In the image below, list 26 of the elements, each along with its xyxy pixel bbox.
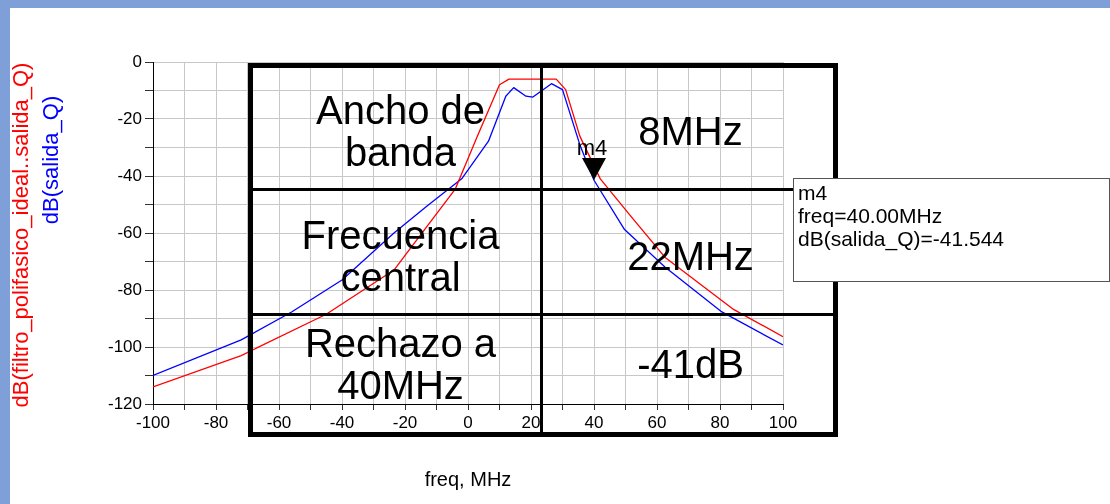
y-tick-label: -100 [107, 336, 142, 356]
x-tick-label: -60 [266, 412, 292, 432]
x-tick-label: 40 [584, 412, 604, 432]
x-axis-title: freq, MHz [424, 467, 512, 490]
text: m4 freq=40.00MHz dB(salida_Q)=-41.544 [793, 178, 1110, 282]
x-tick-label: 0 [463, 412, 473, 432]
y-tick-label: -20 [117, 108, 142, 128]
annotation: Rechazo a 40MHz [304, 321, 497, 407]
y-tick-label: -120 [107, 393, 142, 413]
text: dB(filtro_polifasico_ideal..salida_Q) [8, 62, 34, 408]
x-tick-label: 100 [768, 412, 798, 432]
x-tick-label: -100 [135, 412, 171, 432]
x-tick-label: 80 [710, 412, 730, 432]
x-tick-label: -40 [329, 412, 355, 432]
annotation: -41dB [637, 342, 744, 386]
x-tick-label: 60 [647, 412, 667, 432]
x-tick-label: -20 [392, 412, 418, 432]
x-tick-label: 20 [521, 412, 541, 432]
y-tick-label: 0 [132, 51, 142, 71]
text: dB(salida_Q) [38, 95, 64, 225]
x-tick-label: -80 [203, 412, 229, 432]
y-tick-label: -40 [117, 165, 142, 185]
annotation: 8MHz [638, 108, 743, 153]
y-tick-label: -80 [117, 279, 142, 299]
y-tick-label: -60 [117, 222, 142, 242]
annotation: Ancho de banda [315, 86, 486, 176]
